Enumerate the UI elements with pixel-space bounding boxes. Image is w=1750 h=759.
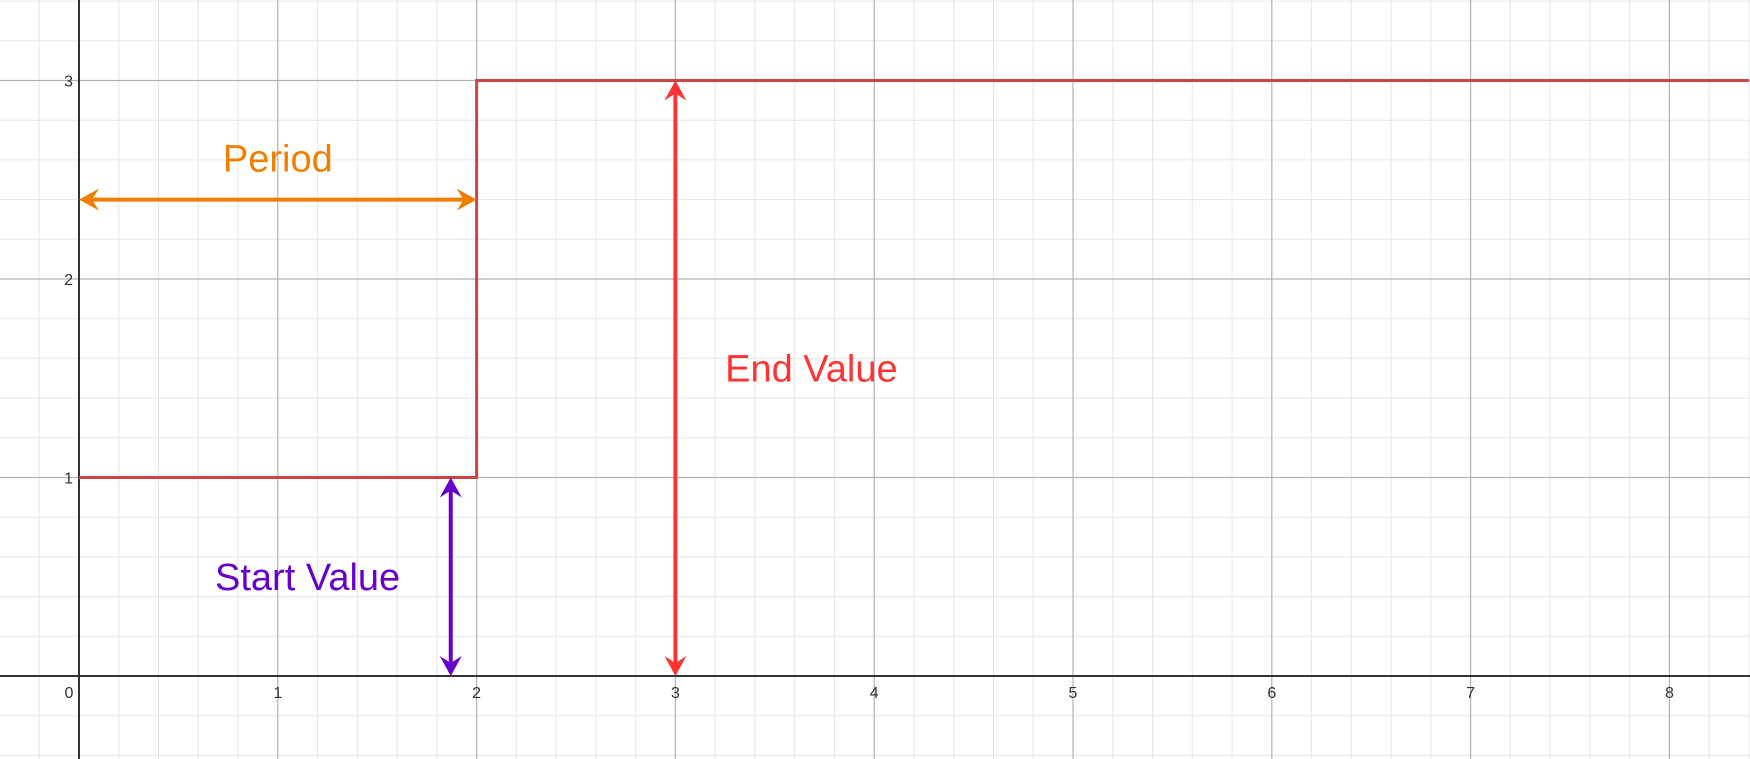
- end-value-arrow-head: [664, 656, 687, 676]
- period-label: Period: [223, 139, 333, 181]
- tick-labels: 0 1 2 3 4 5 6 7 8 1 2 3: [64, 74, 1674, 703]
- start-value-arrow-head: [439, 656, 462, 676]
- period-arrow-head: [456, 188, 477, 211]
- series-layer: [79, 79, 1749, 479]
- x-tick-label: 3: [671, 685, 680, 702]
- x-tick-label: 5: [1069, 685, 1078, 702]
- x-tick-label: 7: [1466, 685, 1475, 702]
- y-tick-label: 2: [64, 272, 73, 289]
- x-tick-label: 2: [472, 685, 481, 702]
- end-value-arrow-head: [664, 80, 687, 101]
- x-tick-label: 4: [870, 685, 879, 702]
- x-tick-label: 6: [1267, 685, 1276, 702]
- end-value-label: End Value: [725, 348, 898, 390]
- y-tick-label: 1: [64, 471, 73, 488]
- period-arrow-head: [79, 188, 99, 211]
- x-tick-label: 1: [273, 685, 282, 702]
- y-tick-label: 3: [64, 74, 73, 91]
- start-value-arrow-head: [439, 477, 462, 498]
- annotation-layer: Period Start Value End Value: [79, 80, 898, 676]
- start-value-label: Start Value: [215, 557, 400, 599]
- step-series-line: [79, 79, 1749, 479]
- x-tick-label: 8: [1665, 685, 1674, 702]
- x-tick-label: 0: [65, 685, 74, 702]
